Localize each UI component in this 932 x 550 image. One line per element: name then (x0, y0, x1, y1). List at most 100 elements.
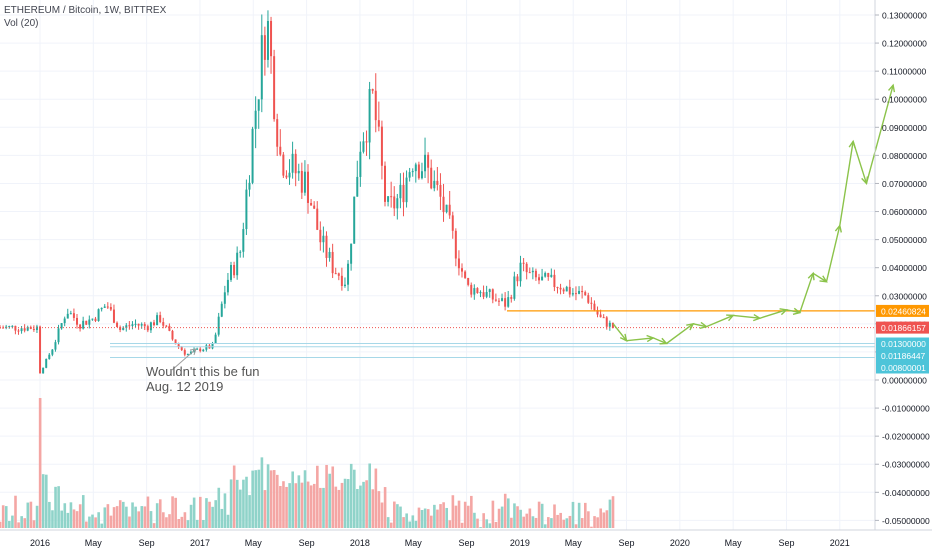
y-tick-label: 0.03000000 (882, 291, 927, 301)
volume-bar (408, 521, 412, 528)
candle-body (568, 286, 571, 295)
volume-bar (528, 508, 532, 528)
projection-segment (865, 85, 894, 184)
volume-bar (580, 518, 584, 528)
candle-body (79, 324, 82, 329)
volume-bar (235, 479, 239, 528)
volume-bar (186, 520, 190, 528)
volume-bar (45, 474, 48, 528)
candle-body (571, 293, 574, 295)
volume-bar (359, 485, 362, 528)
volume-bar (57, 486, 60, 528)
volume-bar (485, 519, 489, 528)
candle-body (547, 273, 550, 277)
y-tick-label: -0.04000000 (882, 488, 930, 498)
x-tick-label: 2016 (30, 538, 50, 548)
volume-bar (38, 398, 42, 528)
volume-bar (288, 483, 291, 528)
volume-bar (393, 501, 396, 528)
volume-bar (414, 520, 418, 528)
volume-bar (494, 521, 498, 528)
support-3-label-bg (876, 361, 929, 374)
candle-body (476, 288, 479, 293)
candle-body (220, 303, 223, 317)
volume-bar (112, 507, 116, 528)
projection-segment (706, 314, 734, 328)
candle-body (153, 322, 155, 326)
volume-bar (442, 502, 445, 528)
candle-body (356, 176, 359, 197)
projection-arrowhead (646, 334, 655, 343)
candle-body (494, 299, 497, 301)
volume-bar (125, 506, 128, 528)
x-tick-label: 2019 (510, 538, 530, 548)
candle-body (313, 205, 316, 209)
volume-bar (420, 510, 424, 528)
candle-body (519, 262, 522, 282)
volume-bar (51, 510, 54, 528)
annotation-arrow-head (189, 348, 197, 356)
volume-bar (143, 506, 147, 528)
volume-bar (208, 501, 211, 528)
candle-body (470, 284, 473, 295)
volume-bar (319, 487, 322, 528)
candle-body (602, 317, 605, 319)
volume-bar (152, 523, 156, 528)
x-tick-label: Sep (619, 538, 635, 548)
x-tick-label: 2017 (190, 538, 210, 548)
volume-bar (303, 470, 307, 528)
volume-bar (20, 516, 23, 528)
volume-bar (41, 474, 45, 528)
candle-body (291, 153, 294, 173)
candle-body (402, 184, 405, 203)
volume-bar (282, 481, 285, 528)
support-3-label: 0.00800001 (881, 363, 926, 373)
candle-body (501, 298, 504, 301)
candle-body (390, 196, 393, 198)
volume-bars (0, 398, 615, 528)
y-tick-label: 0.13000000 (882, 10, 927, 20)
volume-bar (158, 499, 162, 528)
volume-bar (260, 457, 264, 528)
volume-bar (269, 470, 273, 528)
candle-body (578, 290, 581, 294)
volume-bar (189, 504, 193, 528)
volume-bar (162, 512, 165, 528)
candle-body (310, 202, 313, 206)
candle-body (45, 358, 48, 368)
projection-segment (612, 323, 628, 342)
candle-body (362, 141, 365, 152)
volume-bar (300, 482, 304, 528)
volume-bar (590, 526, 593, 528)
volume-bar (85, 521, 88, 528)
volume-bar (402, 517, 405, 528)
y-tick-label: 0.07000000 (882, 179, 927, 189)
volume-bar (199, 496, 202, 528)
candle-body (202, 349, 205, 352)
volume-bar (460, 522, 464, 528)
candle-body (497, 300, 500, 302)
y-tick-label: 0.05000000 (882, 235, 927, 245)
y-tick-label: -0.02000000 (882, 432, 930, 442)
volume-bar (587, 511, 590, 528)
volume-bar (374, 468, 378, 528)
candle-body (282, 154, 285, 176)
candle-body (125, 325, 128, 328)
volume-bar (553, 504, 556, 528)
candle-body (288, 172, 291, 178)
candle-body (186, 354, 189, 356)
candle-body (196, 348, 199, 350)
candle-body (473, 288, 476, 295)
volume-bar (214, 500, 217, 528)
x-tick-label: Sep (778, 538, 794, 548)
projection-arrowhead (779, 308, 789, 316)
volume-bar (183, 512, 187, 528)
candle-body (23, 328, 26, 331)
volume-bar (1, 505, 5, 528)
candle-body (183, 350, 186, 355)
volume-bar (48, 501, 51, 528)
candle-body (544, 273, 547, 277)
candle-body (162, 322, 165, 326)
candle-body (35, 326, 38, 330)
candle-body (276, 119, 279, 147)
